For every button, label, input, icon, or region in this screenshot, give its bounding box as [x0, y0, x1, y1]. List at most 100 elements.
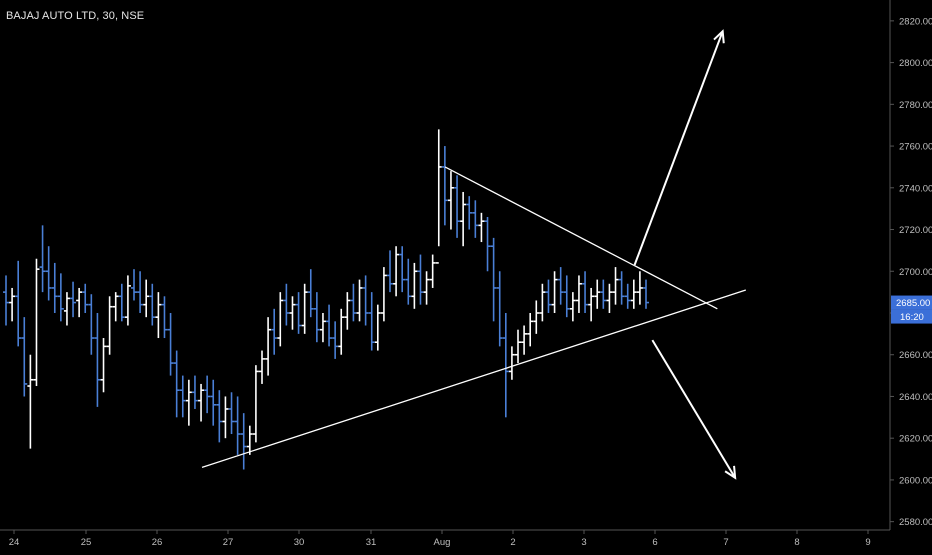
price-tick-label: 2760.00	[899, 142, 932, 153]
ohlc-bar	[100, 338, 107, 393]
time-tick-label: 30	[294, 537, 305, 548]
ohlc-bar	[636, 271, 643, 305]
ohlc-bar	[112, 292, 119, 322]
ohlc-bar	[356, 279, 363, 322]
ohlc-bar	[429, 254, 436, 288]
time-tick-label: 25	[81, 537, 92, 548]
ohlc-bar	[222, 396, 229, 439]
ohlc-bar	[94, 312, 101, 407]
time-tick-label: 3	[581, 537, 586, 548]
lower-trendline[interactable]	[201, 289, 747, 469]
ohlc-bar	[131, 269, 137, 301]
ohlc-bar	[3, 275, 9, 326]
ohlc-bar	[606, 283, 613, 313]
ohlc-bar	[259, 350, 265, 384]
arrow-up[interactable]	[633, 29, 725, 266]
ohlc-bar	[228, 392, 235, 435]
ohlc-bar	[21, 317, 28, 397]
ohlc-bar	[350, 283, 357, 322]
ohlc-bar	[240, 413, 247, 470]
ohlc-bar	[533, 300, 540, 334]
ohlc-bar	[557, 267, 564, 305]
ohlc-bar	[399, 246, 406, 293]
ohlc-bar	[326, 304, 333, 347]
ohlc-bar	[210, 379, 217, 426]
time-tick-label: 26	[152, 537, 163, 548]
upper-trendline[interactable]	[444, 166, 718, 310]
ohlc-bar	[478, 212, 485, 243]
ohlc-bar	[39, 225, 46, 293]
ohlc-bar	[332, 321, 339, 359]
ohlc-bar	[496, 271, 503, 347]
ohlc-bar	[466, 196, 473, 230]
arrow-down-head	[724, 465, 737, 480]
ohlc-bar	[76, 287, 83, 318]
last-price-badge	[891, 295, 932, 310]
ohlc-bar	[118, 283, 125, 322]
ohlc-bar	[527, 312, 534, 347]
ohlc-bar	[508, 346, 515, 380]
price-tick-label: 2660.00	[899, 350, 932, 361]
ohlc-bar	[545, 279, 552, 313]
ohlc-bar	[612, 267, 619, 305]
ohlc-bar	[167, 312, 174, 376]
ohlc-bar	[51, 262, 58, 313]
countdown-badge	[891, 309, 932, 324]
time-axis[interactable]: 24 25 26 27 30 31 Aug 2 3 6 7 8 9	[0, 529, 890, 548]
ohlc-bar	[198, 383, 205, 422]
time-tick-label: 7	[723, 537, 728, 548]
ohlc-bar	[368, 292, 375, 351]
ohlc-bar	[490, 237, 497, 322]
ohlc-bar	[460, 191, 467, 247]
ohlc-bar	[137, 271, 144, 313]
price-tick-label: 2780.00	[899, 100, 932, 111]
ohlc-bar	[124, 275, 131, 326]
ohlc-bar	[185, 379, 192, 426]
last-price-label: 2685.00	[896, 298, 930, 309]
ohlc-bar	[63, 292, 70, 326]
ohlc-bar	[301, 283, 308, 334]
ohlc-bar	[454, 175, 461, 238]
price-axis[interactable]: 2580.002600.002620.002640.002660.002680.…	[889, 0, 932, 530]
ohlc-bar	[82, 283, 89, 313]
arrow-down-shaft	[651, 339, 736, 479]
ohlc-bar	[289, 296, 296, 330]
ohlc-bar	[319, 312, 326, 343]
ohlc-bar	[374, 304, 381, 351]
price-tick-label: 2620.00	[899, 434, 932, 445]
ohlc-bar	[313, 292, 320, 343]
ohlc-bar	[155, 292, 162, 339]
ohlc-bar	[277, 292, 284, 347]
ohlc-bar	[271, 308, 278, 355]
ohlc-bar	[9, 287, 16, 322]
ohlc-bar	[484, 217, 491, 272]
price-tick-label: 2700.00	[899, 267, 932, 278]
arrow-up-shaft	[633, 30, 724, 266]
ohlc-bar	[411, 262, 418, 309]
ohlc-bar	[624, 283, 631, 309]
time-tick-label: 24	[9, 537, 20, 548]
ohlc-bar	[88, 294, 95, 355]
ohlc-bar	[441, 146, 448, 226]
time-tick-label: 8	[794, 537, 799, 548]
drawing-tools	[201, 29, 747, 480]
ohlc-bar	[582, 271, 589, 313]
ohlc-bar	[173, 350, 180, 418]
ohlc-bar	[252, 365, 259, 443]
price-tick-label: 2600.00	[899, 475, 932, 486]
ohlc-bar	[643, 279, 649, 309]
time-tick-label: 27	[223, 537, 234, 548]
ohlc-bar	[45, 246, 52, 301]
ohlc-bar	[344, 292, 351, 330]
ohlc-bar	[387, 250, 393, 293]
ohlc-bar	[70, 281, 77, 318]
ohlc-bar	[630, 279, 637, 309]
price-tick-label: 2580.00	[899, 517, 932, 528]
ohlc-bar	[502, 312, 509, 418]
ohlc-bar	[204, 375, 211, 414]
ohlc-bar	[551, 271, 558, 313]
arrow-down[interactable]	[651, 339, 737, 480]
time-tick-label: Aug	[434, 537, 451, 548]
